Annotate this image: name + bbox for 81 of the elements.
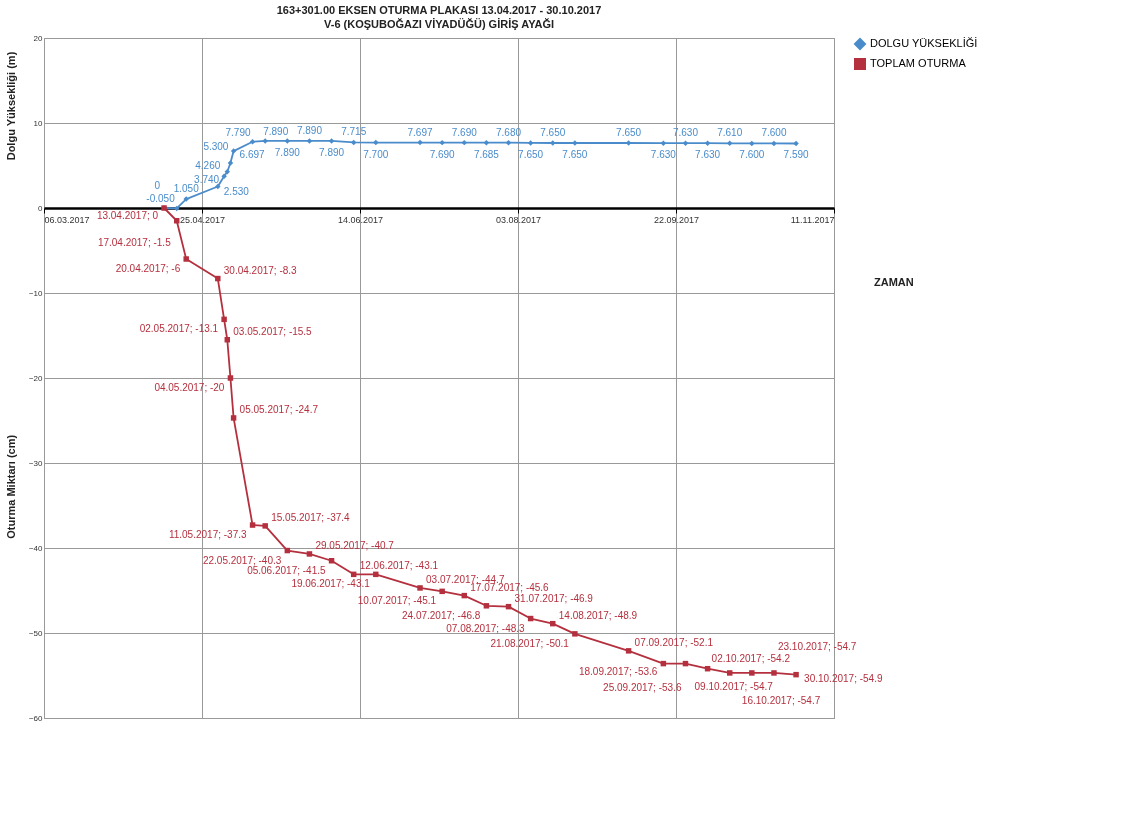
data-label: 05.06.2017; -41.5: [247, 564, 326, 576]
chart-subtitle: V-6 (KOŞUBOĞAZI VİYADÜĞÜ) GİRİŞ AYAĞI: [323, 18, 555, 30]
legend-label: TOPLAM OTURMA: [870, 57, 967, 69]
data-label: 13.04.2017; 0: [96, 210, 159, 221]
data-label: 5.300: [203, 140, 229, 152]
data-label: 15.05.2017; -37.4: [271, 511, 351, 523]
y-tick-label: −30: [28, 458, 44, 468]
data-label: 6.697: [239, 149, 266, 161]
y-tick-label: −40: [28, 543, 44, 553]
data-label: 25.09.2017; -53.6: [603, 681, 682, 693]
y-axis-title: Oturma Miktarı (cm): [5, 434, 17, 539]
data-label: 7.650: [616, 126, 642, 138]
data-label: 12.06.2017; -43.1: [359, 560, 439, 572]
x-axis-title: ZAMAN: [874, 275, 914, 288]
data-label: 7.790: [225, 126, 251, 138]
text: Dolgu Yüksekliği (m): [5, 51, 17, 161]
data-label: 07.09.2017; -52.1: [634, 636, 714, 648]
y-tick-label: 20: [33, 33, 44, 43]
x-tick-label: 11.11.2017: [790, 214, 835, 225]
data-label: 7.715: [341, 126, 367, 138]
data-label: 22.05.2017; -40.3: [202, 554, 282, 566]
data-label: 7.890: [263, 125, 289, 137]
data-label: 03.05.2017; -15.5: [233, 325, 313, 337]
data-label: 7.630: [672, 127, 699, 139]
data-label: 7.650: [540, 126, 566, 138]
data-label: 7.685: [473, 148, 500, 160]
chart-title: 163+301.00 EKSEN OTURMA PLAKASI 13.04.2017 - 30.10.2017: [276, 4, 602, 16]
data-label: 05.05.2017; -24.7: [239, 403, 319, 415]
data-label: 7.590: [783, 149, 810, 161]
data-label: 07.08.2017; -48.3: [446, 622, 526, 634]
data-label: 7.630: [695, 149, 721, 161]
x-tick-label: 14.06.2017: [337, 214, 384, 225]
x-tick-label: 22.09.2017: [653, 214, 700, 225]
data-label: -0.050: [146, 193, 176, 205]
data-label: 02.05.2017; -13.1: [139, 323, 219, 335]
data-label: 14.08.2017; -48.9: [558, 609, 638, 621]
y-tick-label: −60: [28, 713, 44, 723]
data-label: 20.04.2017; -6: [115, 263, 181, 274]
data-label: 7.890: [296, 124, 323, 136]
data-label: 7.890: [319, 146, 345, 158]
y-tick-label: 0: [38, 203, 44, 213]
data-label: 7.690: [429, 148, 456, 160]
y-tick-label: −10: [28, 288, 44, 298]
data-label: 11.05.2017; -37.3: [168, 529, 247, 541]
data-label: 7.600: [761, 127, 787, 139]
data-label: 7.690: [451, 126, 478, 138]
x-tick-label: 25.04.2017: [179, 214, 226, 225]
data-label: 09.10.2017; -54.7: [694, 680, 774, 692]
data-label: 7.700: [363, 148, 389, 160]
legend-label: DOLGU YÜKSEKLİĞİ: [870, 37, 978, 49]
data-label: 7.600: [739, 149, 765, 161]
data-label: 18.09.2017; -53.6: [578, 665, 658, 677]
data-label: 7.890: [274, 146, 301, 158]
y-tick-label: −50: [28, 628, 44, 638]
x-tick-label: 06.03.2017: [44, 214, 90, 225]
data-label: 19.06.2017; -43.1: [291, 578, 371, 590]
data-label: 3.740: [194, 174, 220, 186]
data-label: 7.697: [407, 126, 433, 138]
data-label: 30.10.2017; -54.9: [804, 672, 883, 684]
data-label: 02.10.2017; -54.2: [711, 652, 791, 664]
data-label: 7.610: [717, 127, 743, 139]
data-label: 24.07.2017; -46.8: [401, 609, 481, 621]
y-tick-label: 10: [33, 118, 44, 128]
data-label: 29.05.2017; -40.7: [315, 539, 395, 551]
data-label: 7.650: [518, 148, 544, 160]
data-label: 17.04.2017; -1.5: [97, 236, 172, 248]
data-label: 7.630: [650, 149, 677, 161]
x-tick-label: 03.08.2017: [495, 214, 542, 225]
data-label: 1.050: [173, 183, 200, 195]
data-label: 16.10.2017; -54.7: [741, 694, 821, 706]
data-label: 0: [154, 180, 161, 191]
data-label: 21.08.2017; -50.1: [490, 637, 570, 649]
data-label: 7.680: [496, 126, 522, 138]
data-label: 2.530: [223, 186, 250, 198]
data-label: 31.07.2017; -46.9: [514, 592, 594, 604]
y-tick-label: −20: [28, 373, 44, 383]
data-label: 30.04.2017; -8.3: [223, 264, 298, 276]
data-label: 7.650: [562, 148, 588, 160]
data-label: 23.10.2017; -54.7: [777, 640, 857, 652]
data-label: 10.07.2017; -45.1: [357, 595, 437, 607]
data-label: 04.05.2017; -20: [154, 382, 225, 393]
